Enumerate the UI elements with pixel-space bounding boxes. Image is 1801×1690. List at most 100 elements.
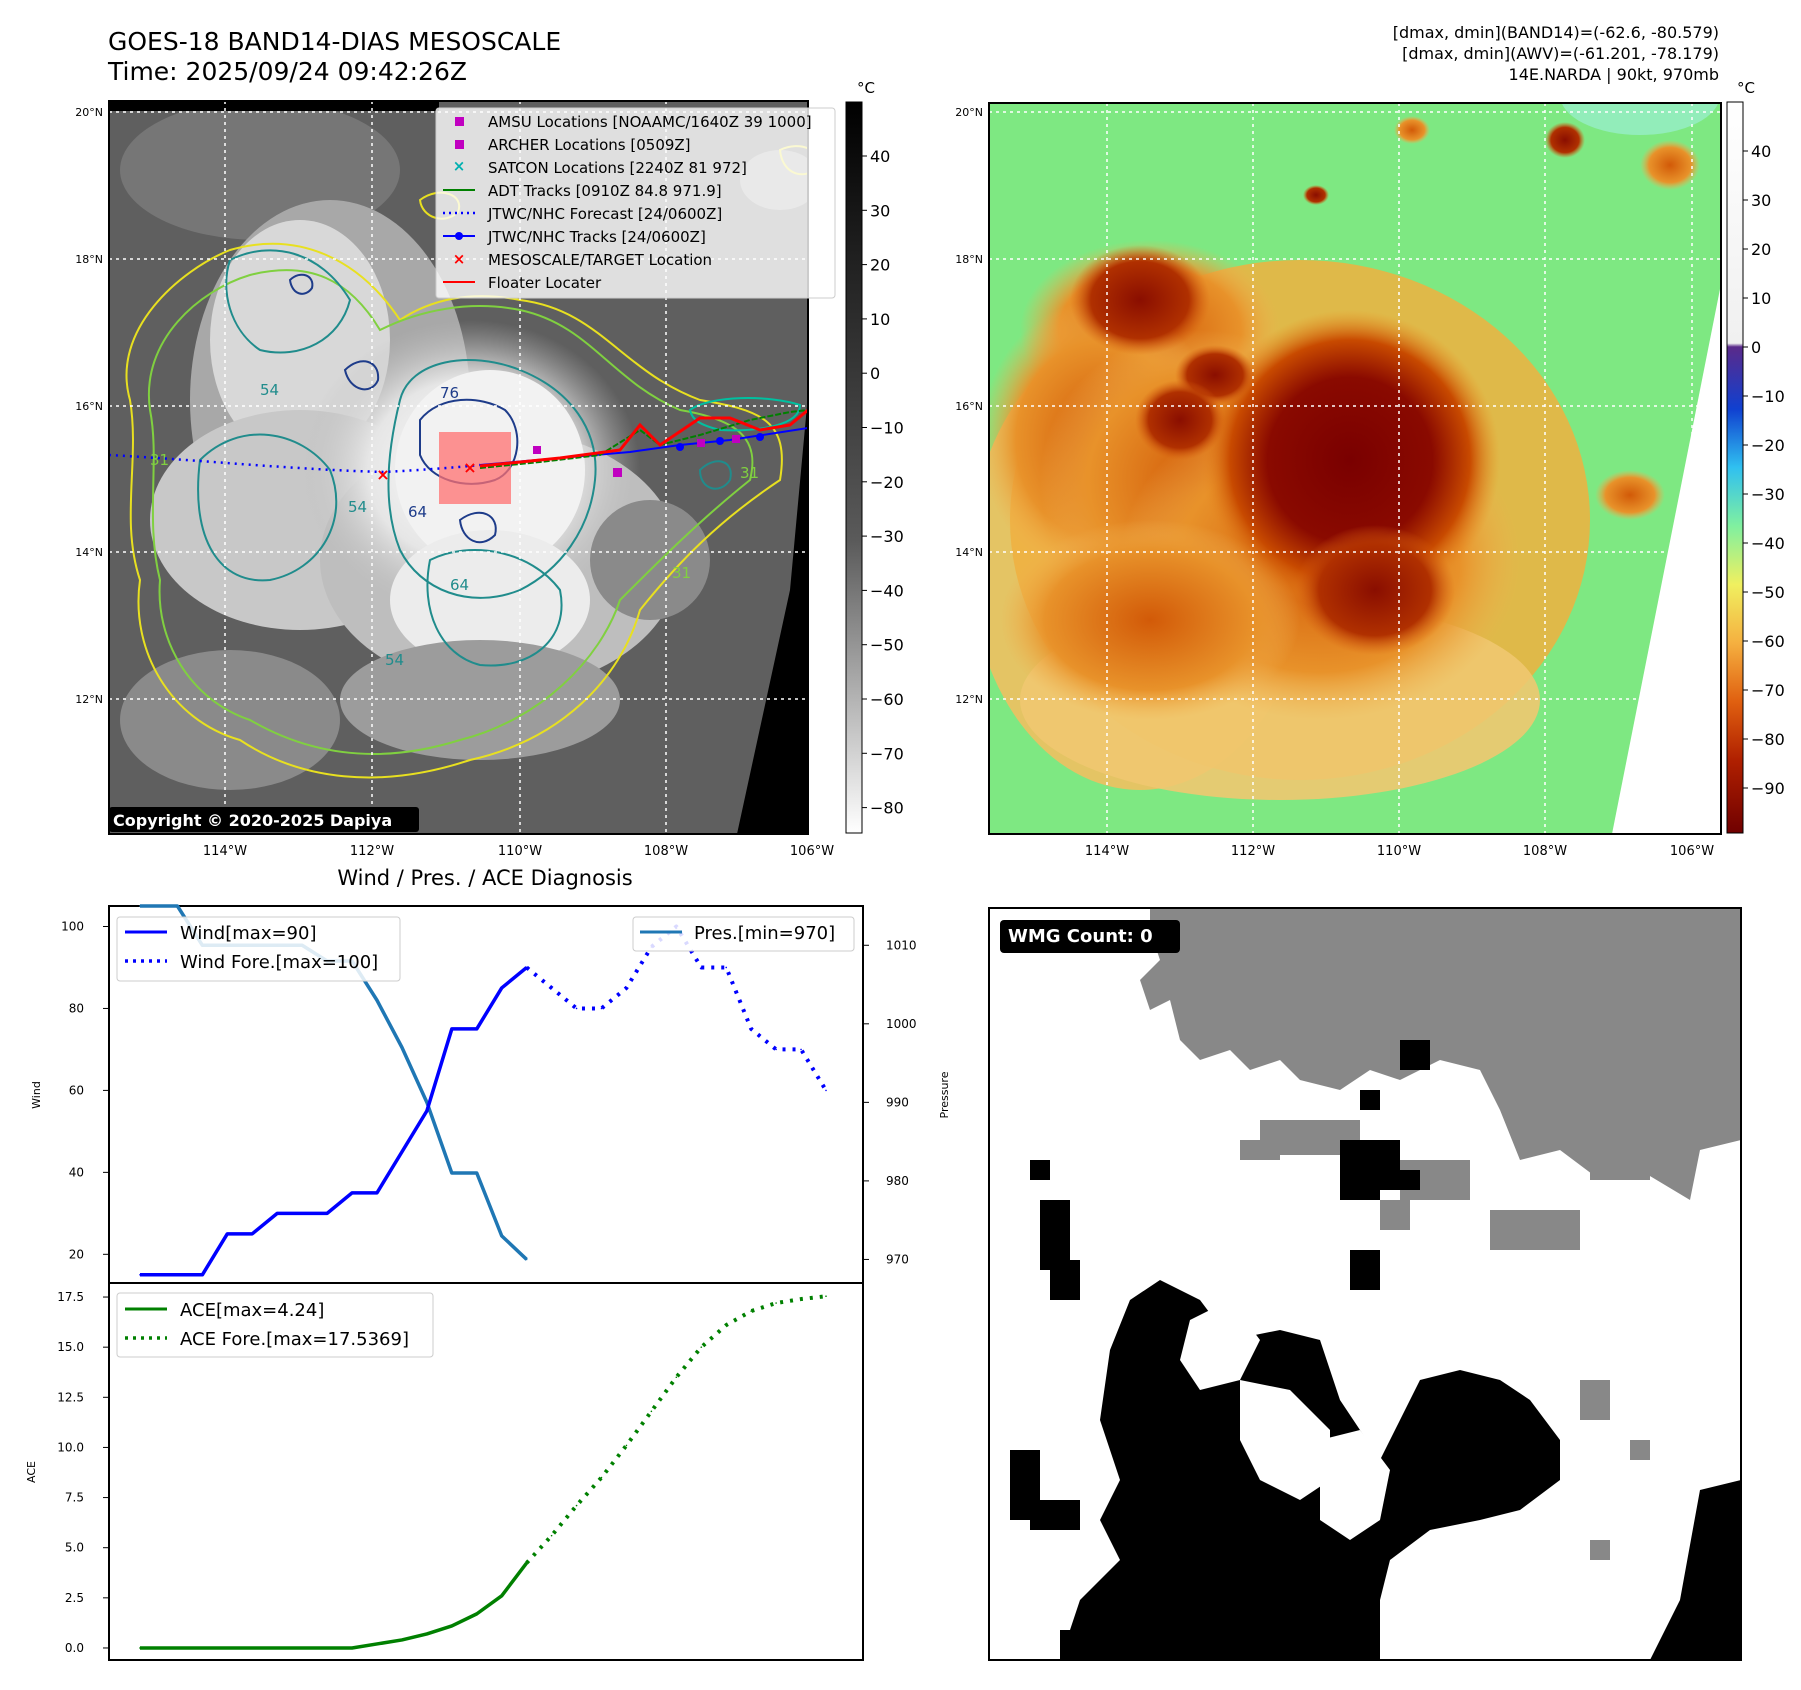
lat-label: 16°N (75, 400, 103, 413)
colorbar-tick-label: 30 (870, 201, 890, 220)
ace-axis-label: ACE (25, 1461, 38, 1483)
mesoscale-target-box (439, 432, 511, 504)
wmg-count-box (1000, 920, 1180, 953)
contour-label-54b: 54 (348, 498, 367, 516)
pressure-series-point (139, 905, 141, 907)
figure-title: GOES-18 BAND14-DIAS MESOSCALE (108, 27, 561, 56)
wind-tick-label: 100 (61, 919, 84, 933)
svg-text:×: × (463, 458, 476, 477)
colorbar-tick-label: 30 (1751, 191, 1771, 210)
colorbar-tick-label: −80 (870, 799, 904, 818)
ace-series-point (176, 1647, 179, 1649)
wind-forecast-series-point (750, 1028, 752, 1030)
colorbar-tick-label: −90 (1751, 779, 1785, 798)
lon-label: 110°W (1377, 844, 1421, 859)
wind-series-point (426, 1110, 428, 1112)
info-storm: 14E.NARDA | 90kt, 970mb (1509, 65, 1719, 84)
forecast-track (109, 453, 481, 474)
pressure-tick-label: 990 (886, 1095, 909, 1109)
ace-forecast-series-point (550, 1534, 553, 1537)
wind-forecast-series-point (700, 966, 703, 969)
wind-axis-ticks: 20 40 60 80 100 (61, 919, 109, 1261)
pressure-tick-label: 970 (886, 1252, 909, 1266)
colorbar-tick-label: −30 (1751, 485, 1785, 504)
lon-label: 112°W (350, 844, 394, 859)
wmg-count-label: WMG Count: 0 (1008, 926, 1153, 947)
colorbar-tick-label: −20 (1751, 436, 1785, 455)
pressure-series-point (376, 999, 378, 1002)
colorbar-tick-label: −10 (870, 419, 904, 438)
pressure-series-point (451, 1172, 453, 1174)
wind-series-point (401, 1151, 403, 1153)
colorbar-tick-label: 10 (870, 310, 890, 329)
svg-text:×: × (453, 157, 466, 175)
awv-map-frame (988, 102, 1722, 835)
lon-label: 112°W (1231, 844, 1275, 859)
ace-tick-label: 15.0 (57, 1340, 84, 1354)
lat-label: 12°N (75, 693, 103, 706)
wind-forecast-series-point (575, 1007, 578, 1010)
legend-box (435, 107, 836, 299)
wind-forecast-series-point (800, 1048, 802, 1051)
top-no-data-strip (109, 101, 439, 111)
lat-label: 18°N (75, 253, 103, 266)
diagnosis-title: Wind / Pres. / ACE Diagnosis (337, 866, 632, 890)
ace-axis-ticks: 0.0 2.5 5.0 7.5 10.0 12.5 15.0 17.5 (57, 1290, 109, 1655)
lon-label: 114°W (203, 844, 247, 859)
color-colorbar: °C 40 30 20 10 0 −10 −20 −30 −40 −50 −60 −70 −80 −90 (1726, 79, 1785, 834)
ace-forecast-series-point (675, 1376, 678, 1379)
ir-cloud-field (120, 101, 808, 790)
ace-series-point (351, 1647, 353, 1649)
lat-labels-right: 20°N 18°N 16°N 14°N 12°N (955, 106, 983, 706)
wind-axis-label: Wind (30, 1081, 43, 1109)
lon-labels-right: 114°W 112°W 110°W 108°W 106°W (1085, 844, 1714, 859)
ace-series-point (401, 1639, 403, 1641)
colorbar-tick-label: 40 (1751, 142, 1771, 161)
ace-legend: ACE[max=4.24] ACE Fore.[max=17.5369] (116, 1292, 434, 1358)
ace-series-point (251, 1647, 254, 1649)
colorbar-tick-label: −10 (1751, 387, 1785, 406)
wmg-black-field (1010, 1040, 1741, 1660)
lat-label: 14°N (75, 546, 103, 559)
colorbar-tick-label: −50 (1751, 583, 1785, 602)
ace-forecast-series-point (650, 1410, 653, 1413)
pressure-series-point (500, 1235, 503, 1237)
contour-label-64: 64 (408, 503, 427, 521)
wind-series-point (226, 1233, 229, 1235)
ace-series-point (500, 1595, 503, 1597)
contour-label-54: 54 (260, 381, 279, 399)
wind-series-point (176, 1274, 179, 1276)
no-data-region-right (1612, 284, 1721, 834)
ace-series-point (451, 1625, 453, 1627)
colorbar-tick-label: 0 (1751, 338, 1761, 357)
legend-tracks: JTWC/NHC Tracks [24/0600Z] (487, 228, 706, 246)
contour-label-31: 31 (150, 451, 169, 469)
contour-label-76: 76 (440, 384, 459, 402)
wind-forecast-series-point (600, 1007, 603, 1010)
lat-label: 20°N (75, 106, 103, 119)
legend-ace: ACE[max=4.24] (180, 1300, 324, 1321)
legend-pres: Pres.[min=970] (694, 923, 835, 944)
colorbar-tick-label: 10 (1751, 289, 1771, 308)
ace-series-point (201, 1647, 204, 1649)
ace-series-point (276, 1647, 279, 1649)
lat-label: 16°N (955, 400, 983, 413)
ace-forecast-series-point (625, 1444, 628, 1447)
legend-archer: ARCHER Locations [0509Z] (488, 136, 691, 154)
colorbar-tick-label: −70 (1751, 681, 1785, 700)
wind-forecast-series-point (825, 1089, 827, 1092)
lat-label: 20°N (955, 106, 983, 119)
ace-forecast-series-point (575, 1504, 578, 1507)
ace-series-point (376, 1643, 378, 1645)
ace-forecast-series-point (750, 1310, 752, 1312)
ace-series-group (139, 1294, 827, 1650)
contour-label-31c: 31 (740, 464, 759, 482)
wmg-panel: WMG Count: 0 (988, 907, 1742, 1661)
wind-series-point (500, 987, 503, 989)
gray-colorbar: °C 40 30 20 10 0 −10 −20 −30 −40 −50 −60 −70 −80 (845, 79, 904, 834)
pressure-series-point (475, 1172, 478, 1174)
legend-markers: × × (443, 117, 475, 283)
contour-labels: 76 64 54 54 64 54 31 31 31 (150, 381, 759, 669)
wind-series-line (140, 966, 528, 1277)
ace-series-point (426, 1633, 428, 1635)
